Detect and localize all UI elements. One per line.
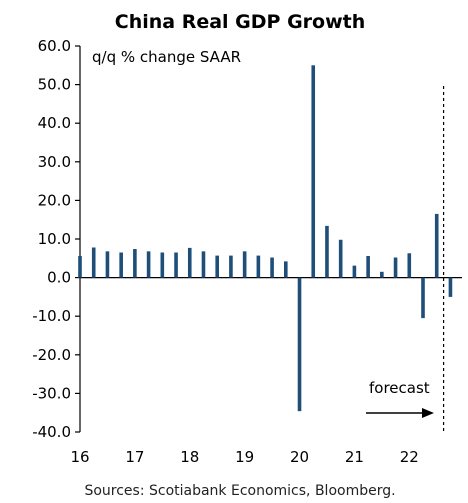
bar-q15: [270, 257, 274, 278]
bar-q5: [133, 249, 137, 278]
bar-q4: [119, 252, 123, 278]
source-note: Sources: Scotiabank Economics, Bloomberg…: [84, 483, 395, 499]
y-axis: 60.0 50.0 40.0 30.0 20.0 10.0 0.0 -10.0 -20.0 -30…: [32, 37, 81, 441]
bar-q11: [215, 255, 219, 278]
bar-q1: [78, 255, 82, 278]
bar-q13: [242, 251, 247, 278]
x-tick-label: 16: [70, 448, 89, 466]
forecast-arrow: [366, 408, 434, 418]
y-tick-label: -20.0: [32, 346, 71, 364]
bar-q19: [325, 225, 329, 278]
y-tick-label: 50.0: [38, 76, 71, 94]
x-tick-label: 19: [235, 448, 254, 466]
bar-q10: [201, 251, 206, 278]
bar-q26: [421, 277, 425, 319]
y-tick-label: 0.0: [47, 269, 71, 287]
bar-q21: [352, 265, 357, 278]
x-tick-label: 17: [125, 448, 144, 466]
bar-q22: [366, 255, 370, 278]
bar-q20: [338, 239, 343, 278]
bar-q12: [229, 255, 233, 278]
bar-q14: [256, 255, 261, 278]
bar-q28: [448, 277, 453, 297]
bar-q6: [146, 251, 151, 278]
bar-q18: [311, 65, 316, 278]
bar-q17: [297, 277, 302, 412]
bar-q7: [160, 252, 165, 278]
y-tick-label: -40.0: [32, 423, 71, 441]
y-tick-label: 30.0: [38, 153, 71, 171]
bar-q23: [380, 271, 384, 278]
bar-q24: [393, 257, 398, 278]
x-tick-label: 21: [345, 448, 364, 466]
unit-label: q/q % change SAAR: [92, 48, 241, 66]
x-tick-label: 20: [290, 448, 309, 466]
forecast-label: forecast: [369, 379, 430, 397]
bars: [78, 65, 453, 412]
bar-q9: [187, 247, 192, 278]
y-tick-label: 40.0: [38, 114, 71, 132]
x-axis: 16 17 18 19 20 21 22: [70, 277, 462, 466]
bar-q27: [434, 213, 439, 278]
y-tick-label: 20.0: [38, 191, 71, 209]
y-tick-label: 10.0: [38, 230, 71, 248]
bar-q25: [407, 253, 412, 278]
bar-q16: [284, 261, 288, 278]
y-tick-label: 60.0: [38, 37, 71, 55]
y-tick-label: -30.0: [32, 384, 71, 402]
y-tick-label: -10.0: [32, 307, 71, 325]
chart-title: China Real GDP Growth: [115, 11, 366, 33]
x-tick-label: 22: [400, 448, 419, 466]
bar-q3: [105, 251, 110, 278]
bar-q8: [174, 252, 178, 278]
x-tick-label: 18: [180, 448, 199, 466]
bar-q2: [91, 247, 96, 278]
